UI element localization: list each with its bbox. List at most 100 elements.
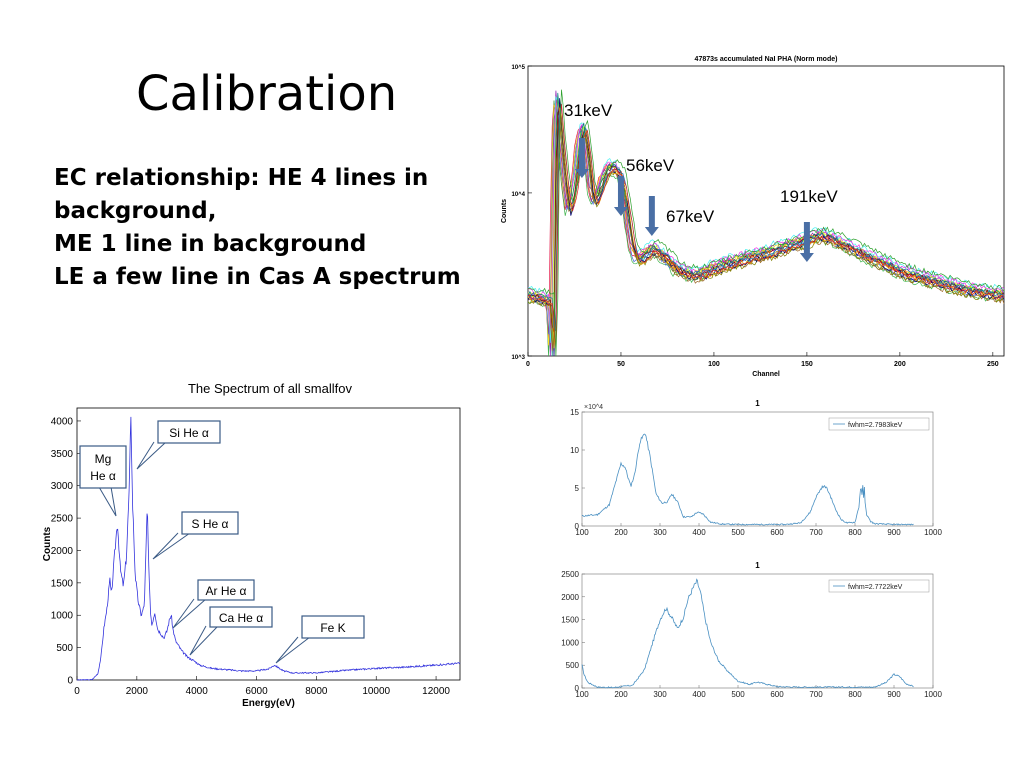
annotation-arrowhead bbox=[613, 207, 628, 216]
x-tick-label: 150 bbox=[801, 361, 813, 368]
series-line bbox=[527, 89, 1005, 357]
y-tick-label: 10 bbox=[570, 446, 579, 455]
annotation-arrow bbox=[803, 222, 810, 254]
x-tick-label: 500 bbox=[731, 528, 745, 537]
y-tick-label: 500 bbox=[566, 661, 580, 670]
y-tick-label: 1500 bbox=[51, 578, 74, 589]
x-tick-label: 900 bbox=[887, 528, 901, 537]
chart-title: 1 bbox=[755, 561, 760, 570]
smallfov-spectrum-chart: The Spectrum of all smallfov 0 2000 4000 600… bbox=[42, 381, 461, 709]
legend-label: fwhm=2.7722keV bbox=[848, 584, 903, 591]
x-tick-label: 400 bbox=[692, 690, 706, 699]
x-tick-label: 100 bbox=[708, 361, 720, 368]
x-tick-label: 800 bbox=[848, 528, 862, 537]
chart-title: 1 bbox=[755, 399, 760, 408]
legend-box bbox=[828, 417, 930, 431]
callout-box bbox=[181, 511, 239, 535]
bullet-line: ME 1 line in background bbox=[54, 231, 367, 257]
y-tick-label: 2000 bbox=[561, 593, 579, 602]
x-tick-label: 50 bbox=[617, 361, 625, 368]
bullet-list: EC relationship: HE 4 lines in backgroun… bbox=[54, 162, 461, 294]
y-tick-label: 4000 bbox=[51, 416, 74, 427]
callout-pointer bbox=[172, 598, 207, 629]
callout-pointer bbox=[275, 636, 311, 664]
bullet-line: LE a few line in Cas A spectrum bbox=[54, 264, 461, 290]
x-tick-label: 1000 bbox=[924, 528, 942, 537]
callout-label: S He α bbox=[192, 517, 229, 531]
exponent-label: ×10^4 bbox=[584, 404, 603, 411]
callout-pointer bbox=[136, 441, 167, 470]
y-axis-label: Counts bbox=[42, 526, 53, 561]
annotation-arrowhead bbox=[644, 227, 659, 236]
y-tick-label: 0 bbox=[67, 676, 73, 687]
bullet-line: EC relationship: HE 4 lines in bbox=[54, 165, 429, 191]
y-tick-label: 3500 bbox=[51, 449, 74, 460]
x-tick-label: 0 bbox=[526, 361, 530, 368]
legend-label: fwhm=2.7983keV bbox=[848, 422, 903, 429]
x-axis-label: Channel bbox=[752, 371, 780, 378]
callout-label: He α bbox=[90, 469, 116, 483]
x-tick-label: 6000 bbox=[245, 686, 268, 697]
fwhm-1-chart: 1 ×10^4 100 200 300 400 500 600 700 800 900 1000 0 5 1… bbox=[570, 399, 942, 537]
plot-frame bbox=[581, 411, 934, 527]
x-tick-label: 400 bbox=[692, 528, 706, 537]
bullet-line: background, bbox=[54, 198, 217, 224]
legend-box bbox=[828, 579, 930, 593]
x-tick-label: 200 bbox=[614, 528, 628, 537]
y-tick-label: 10^5 bbox=[511, 65, 525, 71]
x-tick-label: 100 bbox=[575, 528, 589, 537]
x-tick-label: 500 bbox=[731, 690, 745, 699]
callout-label: Si He α bbox=[169, 426, 209, 440]
annotation-arrow bbox=[648, 196, 655, 228]
callout-box bbox=[209, 606, 273, 628]
y-tick-label: 10^3 bbox=[511, 355, 525, 361]
callout-pointer bbox=[98, 486, 117, 517]
spectrum-line bbox=[77, 416, 461, 681]
y-tick-label: 1000 bbox=[51, 611, 74, 622]
x-tick-label: 700 bbox=[809, 690, 823, 699]
x-tick-label: 200 bbox=[894, 361, 906, 368]
annotation-label: 31keV bbox=[564, 101, 613, 120]
y-tick-label: 2500 bbox=[561, 570, 579, 579]
y-tick-label: 500 bbox=[56, 643, 73, 654]
y-axis-label: Counts bbox=[501, 199, 508, 223]
x-tick-label: 1000 bbox=[924, 690, 942, 699]
annotation-arrow bbox=[617, 176, 624, 208]
nai-pha-chart: 47873s accumulated NaI PHA (Norm mode) 0 5… bbox=[501, 56, 1005, 378]
x-tick-label: 300 bbox=[653, 690, 667, 699]
annotation-arrowhead bbox=[799, 253, 814, 262]
y-tick-label: 3000 bbox=[51, 481, 74, 492]
x-tick-label: 300 bbox=[653, 528, 667, 537]
x-tick-label: 200 bbox=[614, 690, 628, 699]
callout-box bbox=[301, 615, 365, 639]
spectrum-line bbox=[581, 578, 914, 689]
x-axis-label: Energy(eV) bbox=[242, 698, 295, 709]
x-tick-label: 10000 bbox=[362, 686, 390, 697]
callout-pointer bbox=[152, 532, 191, 560]
x-tick-label: 250 bbox=[987, 361, 999, 368]
callout-label: Ca He α bbox=[219, 611, 263, 625]
callout-label: Fe K bbox=[320, 621, 345, 635]
x-tick-label: 2000 bbox=[126, 686, 149, 697]
slide-title: Calibration bbox=[136, 66, 398, 122]
plot-frame bbox=[527, 65, 1005, 357]
x-tick-label: 100 bbox=[575, 690, 589, 699]
callout-label: Ar He α bbox=[206, 584, 247, 598]
y-tick-label: 1000 bbox=[561, 638, 579, 647]
y-tick-label: 2500 bbox=[51, 514, 74, 525]
annotation-label: 191keV bbox=[780, 187, 838, 206]
y-tick-label: 5 bbox=[575, 484, 580, 493]
callout-box bbox=[197, 579, 255, 601]
x-tick-label: 600 bbox=[770, 528, 784, 537]
x-tick-label: 700 bbox=[809, 528, 823, 537]
chart-title: The Spectrum of all smallfov bbox=[188, 381, 353, 396]
x-tick-label: 800 bbox=[848, 690, 862, 699]
series-line bbox=[527, 103, 1005, 351]
chart-title: 47873s accumulated NaI PHA (Norm mode) bbox=[695, 56, 838, 63]
annotation-label: 56keV bbox=[626, 156, 675, 175]
callout-box bbox=[157, 420, 221, 444]
y-tick-label: 1500 bbox=[561, 616, 579, 625]
y-tick-label: 2000 bbox=[51, 546, 74, 557]
x-tick-label: 600 bbox=[770, 690, 784, 699]
spectrum-line bbox=[581, 433, 914, 526]
